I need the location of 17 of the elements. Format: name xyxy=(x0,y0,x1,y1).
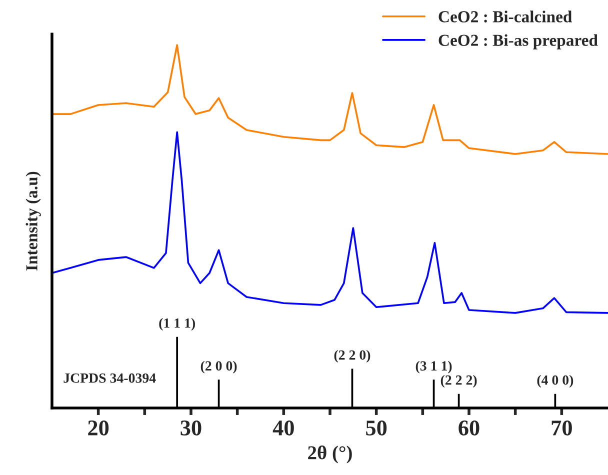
x-tick-label: 70 xyxy=(552,420,572,436)
x-tick-label: 40 xyxy=(272,420,294,436)
y-axis-title: Intensity (a.u) xyxy=(26,172,41,271)
annotation: JCPDS 34-0394 xyxy=(64,373,156,383)
annotation: (2 0 0) xyxy=(200,360,237,374)
legend-label: CeO2 : Bi-as prepared xyxy=(438,34,598,50)
annotation: (2 2 2) xyxy=(440,374,477,388)
x-tick-label: 30 xyxy=(180,420,202,436)
x-axis-title: 2θ (°) xyxy=(308,446,352,464)
x-tick-label: 50 xyxy=(366,420,387,436)
annotation: (3 1 1) xyxy=(416,360,452,374)
annotation: (4 0 0) xyxy=(537,374,574,388)
annotation: (2 2 0) xyxy=(334,350,370,363)
annotation: (1 1 1) xyxy=(159,318,195,331)
x-tick-label: 60 xyxy=(458,420,480,436)
x-tick-label: 20 xyxy=(88,420,109,436)
legend-label: CeO2 : Bi-calcined xyxy=(438,10,572,22)
